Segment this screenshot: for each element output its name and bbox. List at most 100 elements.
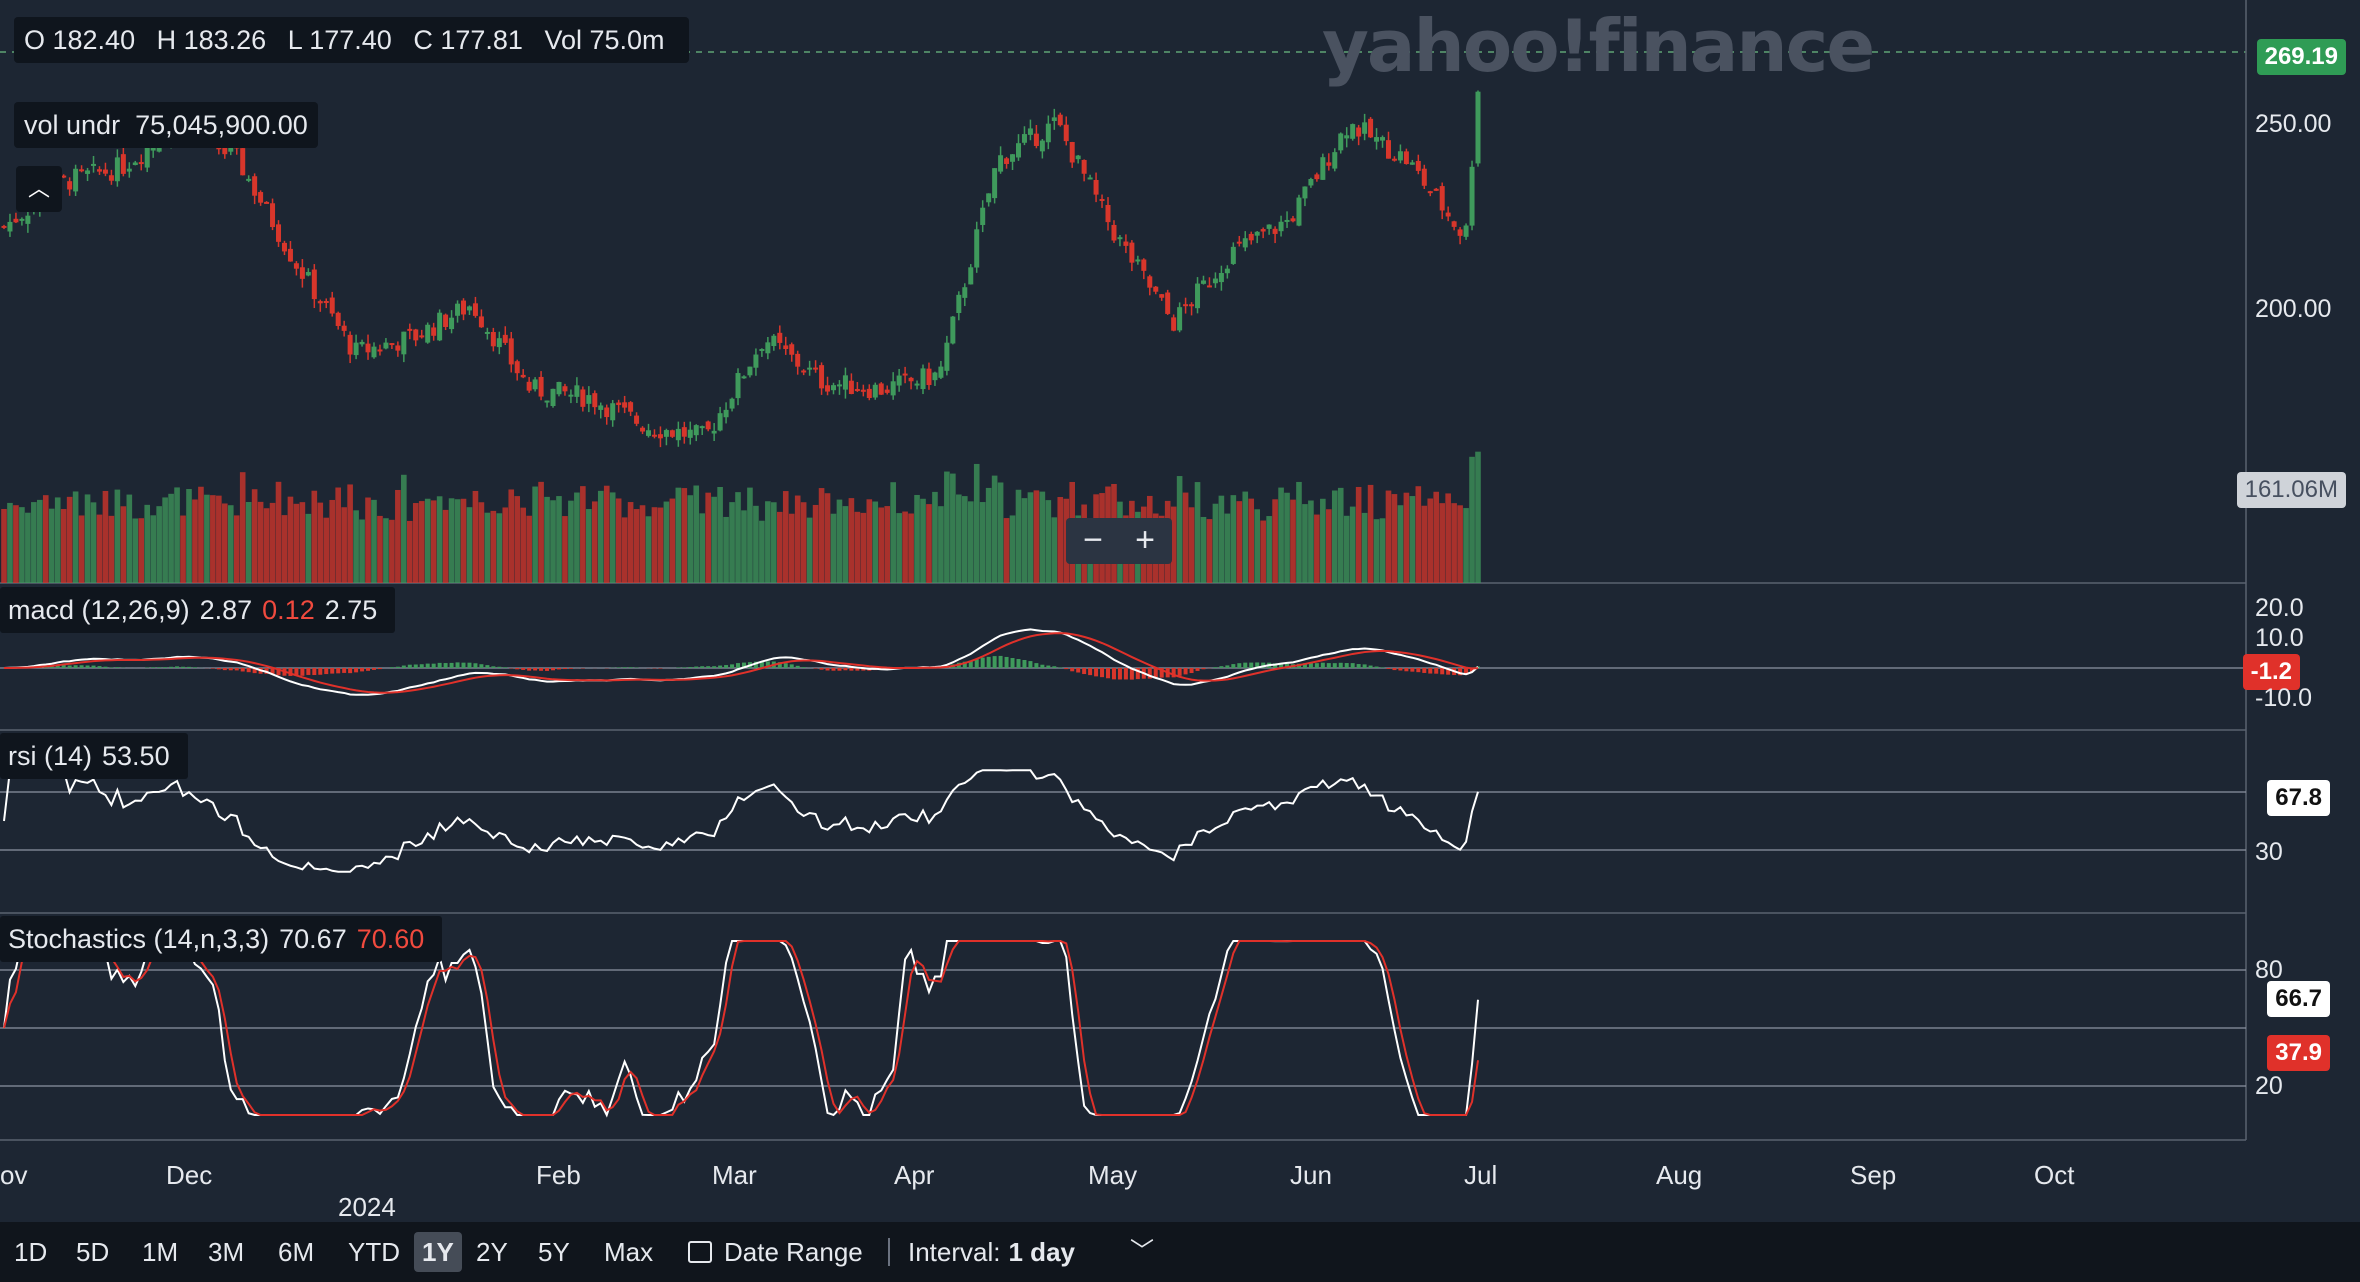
candle-body [91,163,97,166]
macd-histogram-bar [1404,668,1409,672]
rsi-label[interactable]: rsi (14) 53.50 [0,733,188,779]
candle-body [580,389,586,407]
macd-histogram-bar [1177,668,1182,676]
macd-histogram-bar [1016,659,1021,668]
macd-histogram-bar [1040,664,1045,668]
volume-bar [627,502,634,583]
vol-undr-value: 75,045,900.00 [135,110,308,140]
volume-bar [514,496,521,583]
macd-histogram-bar [61,664,66,668]
candle-body [1004,158,1010,164]
volume-bar [1015,489,1022,583]
candle-body [1057,114,1063,126]
macd-histogram-bar [324,668,329,675]
volume-bar [102,490,109,583]
candle-body [872,384,878,398]
candle-body [270,203,276,228]
volume-bar [1415,486,1422,583]
macd-histogram-bar [1189,668,1194,674]
range-ytd-button[interactable]: YTD [348,1237,400,1267]
range-1y-button[interactable]: 1Y [414,1232,462,1272]
macd-histogram-bar [712,666,717,668]
macd-label[interactable]: macd (12,26,9) 2.87 0.12 2.75 [0,587,396,633]
volume-bar [1045,500,1052,583]
chevron-down-icon[interactable]: ﹀ [1130,1238,1154,1265]
interval-label: Interval: [908,1237,1001,1267]
candle-body [1260,229,1266,232]
range-1d-button[interactable]: 1D [14,1237,48,1267]
candle-body [264,201,270,204]
zoom-in-button[interactable]: + [1135,521,1155,559]
candle-body [556,381,562,395]
macd-histogram-bar [270,668,275,675]
macd-histogram-bar [1261,662,1266,668]
stoch-tick-80: 80 [2255,956,2283,984]
range-5y-button[interactable]: 5Y [538,1237,570,1267]
range-3m-button[interactable]: 3M [208,1237,245,1267]
range-1m-button[interactable]: 1M [142,1237,179,1267]
macd-histogram-bar [1219,666,1224,668]
macd-histogram-bar [1106,668,1111,679]
candle-body [108,175,114,181]
macd-histogram-bar [360,668,365,672]
volume-bar [824,493,831,583]
candle-body [1445,212,1451,217]
macd-histogram-bar [115,667,120,668]
macd-histogram-bar [718,665,723,668]
month-label-dec: Dec [166,1160,213,1190]
macd-histogram-bar [1464,668,1469,675]
volume-bar [78,515,85,583]
macd-histogram-bar [1302,663,1307,668]
volume-bar [72,491,79,583]
stochastics-label[interactable]: Stochastics (14,n,3,3) 70.67 70.60 [0,916,443,962]
volume-bar [997,482,1004,583]
volume-bar [454,499,461,583]
candle-body [1415,160,1421,171]
volume-bar [1194,482,1201,583]
macd-histogram-bar [1195,668,1200,671]
candle-body [305,272,311,276]
interval-selector[interactable]: Interval: 1 day [908,1232,1075,1272]
volume-bar [108,515,115,583]
macd-histogram-bar [980,657,985,668]
volume-bar [365,497,371,583]
candle-body [425,324,431,343]
macd-histogram-bar [962,661,967,668]
chevron-up-icon[interactable]: ︿ [16,166,62,212]
macd-histogram-bar [765,661,770,668]
candle-body [1374,137,1380,142]
candle-body [914,383,920,386]
volume-bar [860,512,867,583]
candle-body [705,421,711,430]
volume-bar [717,486,723,583]
candle-body [1403,151,1409,165]
date-range-button[interactable]: Date Range [688,1232,863,1272]
range-2y-button[interactable]: 2Y [476,1237,508,1267]
candle-body [1362,122,1368,134]
macd-histogram-bar [252,668,257,674]
volume-bar [1033,490,1040,583]
candle-body [335,312,341,326]
range-5d-button[interactable]: 5D [76,1237,110,1267]
volume-bar [311,490,318,583]
range-max-button[interactable]: Max [604,1237,654,1267]
volume-bar [1421,505,1428,583]
macd-histogram-bar [288,668,293,676]
chart-canvas[interactable] [0,0,2360,1222]
candle-body [902,373,908,376]
candle-body [1117,237,1123,240]
candle-body [228,147,234,152]
candle-body [813,367,819,370]
zoom-out-button[interactable]: − [1083,521,1103,559]
range-6m-button[interactable]: 6M [278,1237,315,1267]
candle-body [1081,159,1087,174]
volume-bar [192,499,198,583]
volume-bar [25,512,31,583]
volume-bar [508,489,515,583]
month-label-nov: ov [0,1160,28,1190]
candle-body [1344,135,1350,139]
volume-bar [639,505,646,583]
macd-histogram-bar [49,665,54,668]
volume-bars [1,451,1481,583]
volume-bar [956,494,962,583]
